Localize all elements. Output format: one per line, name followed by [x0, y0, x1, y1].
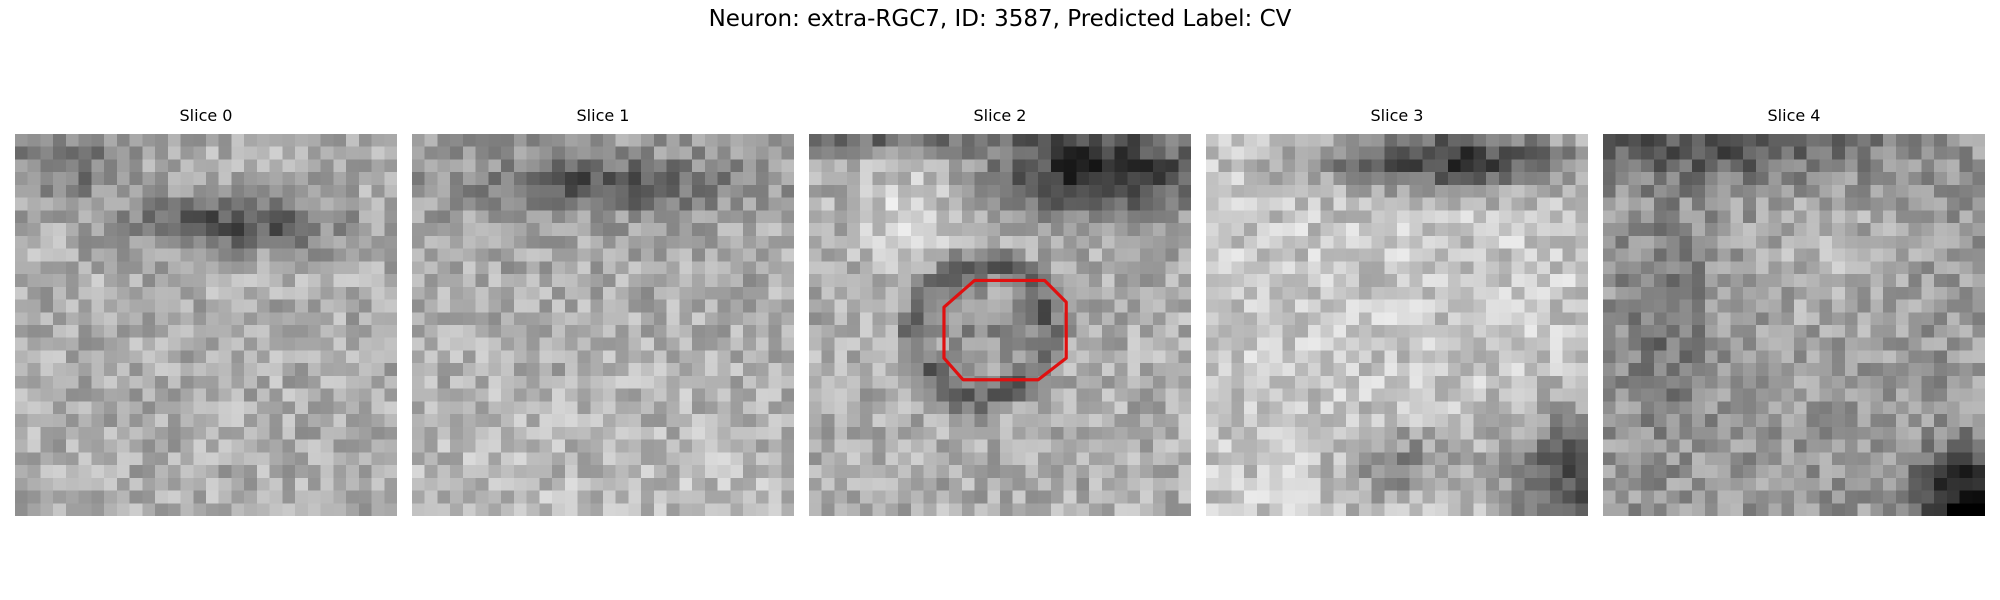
slice-title: Slice 4: [1767, 106, 1821, 125]
slice-panel-1: Slice 1: [412, 106, 794, 516]
slice-panel-3: Slice 3: [1206, 106, 1588, 516]
slice-image: [15, 134, 397, 516]
slice-panel-2: Slice 2: [809, 106, 1191, 516]
slice-title: Slice 3: [1370, 106, 1424, 125]
slice-title: Slice 2: [973, 106, 1027, 125]
slice-title: Slice 1: [576, 106, 630, 125]
roi-outline: [942, 278, 1068, 382]
slice-title: Slice 0: [179, 106, 233, 125]
slice-panel-0: Slice 0: [15, 106, 397, 516]
figure-title: Neuron: extra-RGC7, ID: 3587, Predicted …: [708, 6, 1292, 32]
slice-image: [1603, 134, 1985, 516]
slice-image: [412, 134, 794, 516]
slice-image: [1206, 134, 1588, 516]
slice-image: [809, 134, 1191, 516]
slice-panel-4: Slice 4: [1603, 106, 1985, 516]
